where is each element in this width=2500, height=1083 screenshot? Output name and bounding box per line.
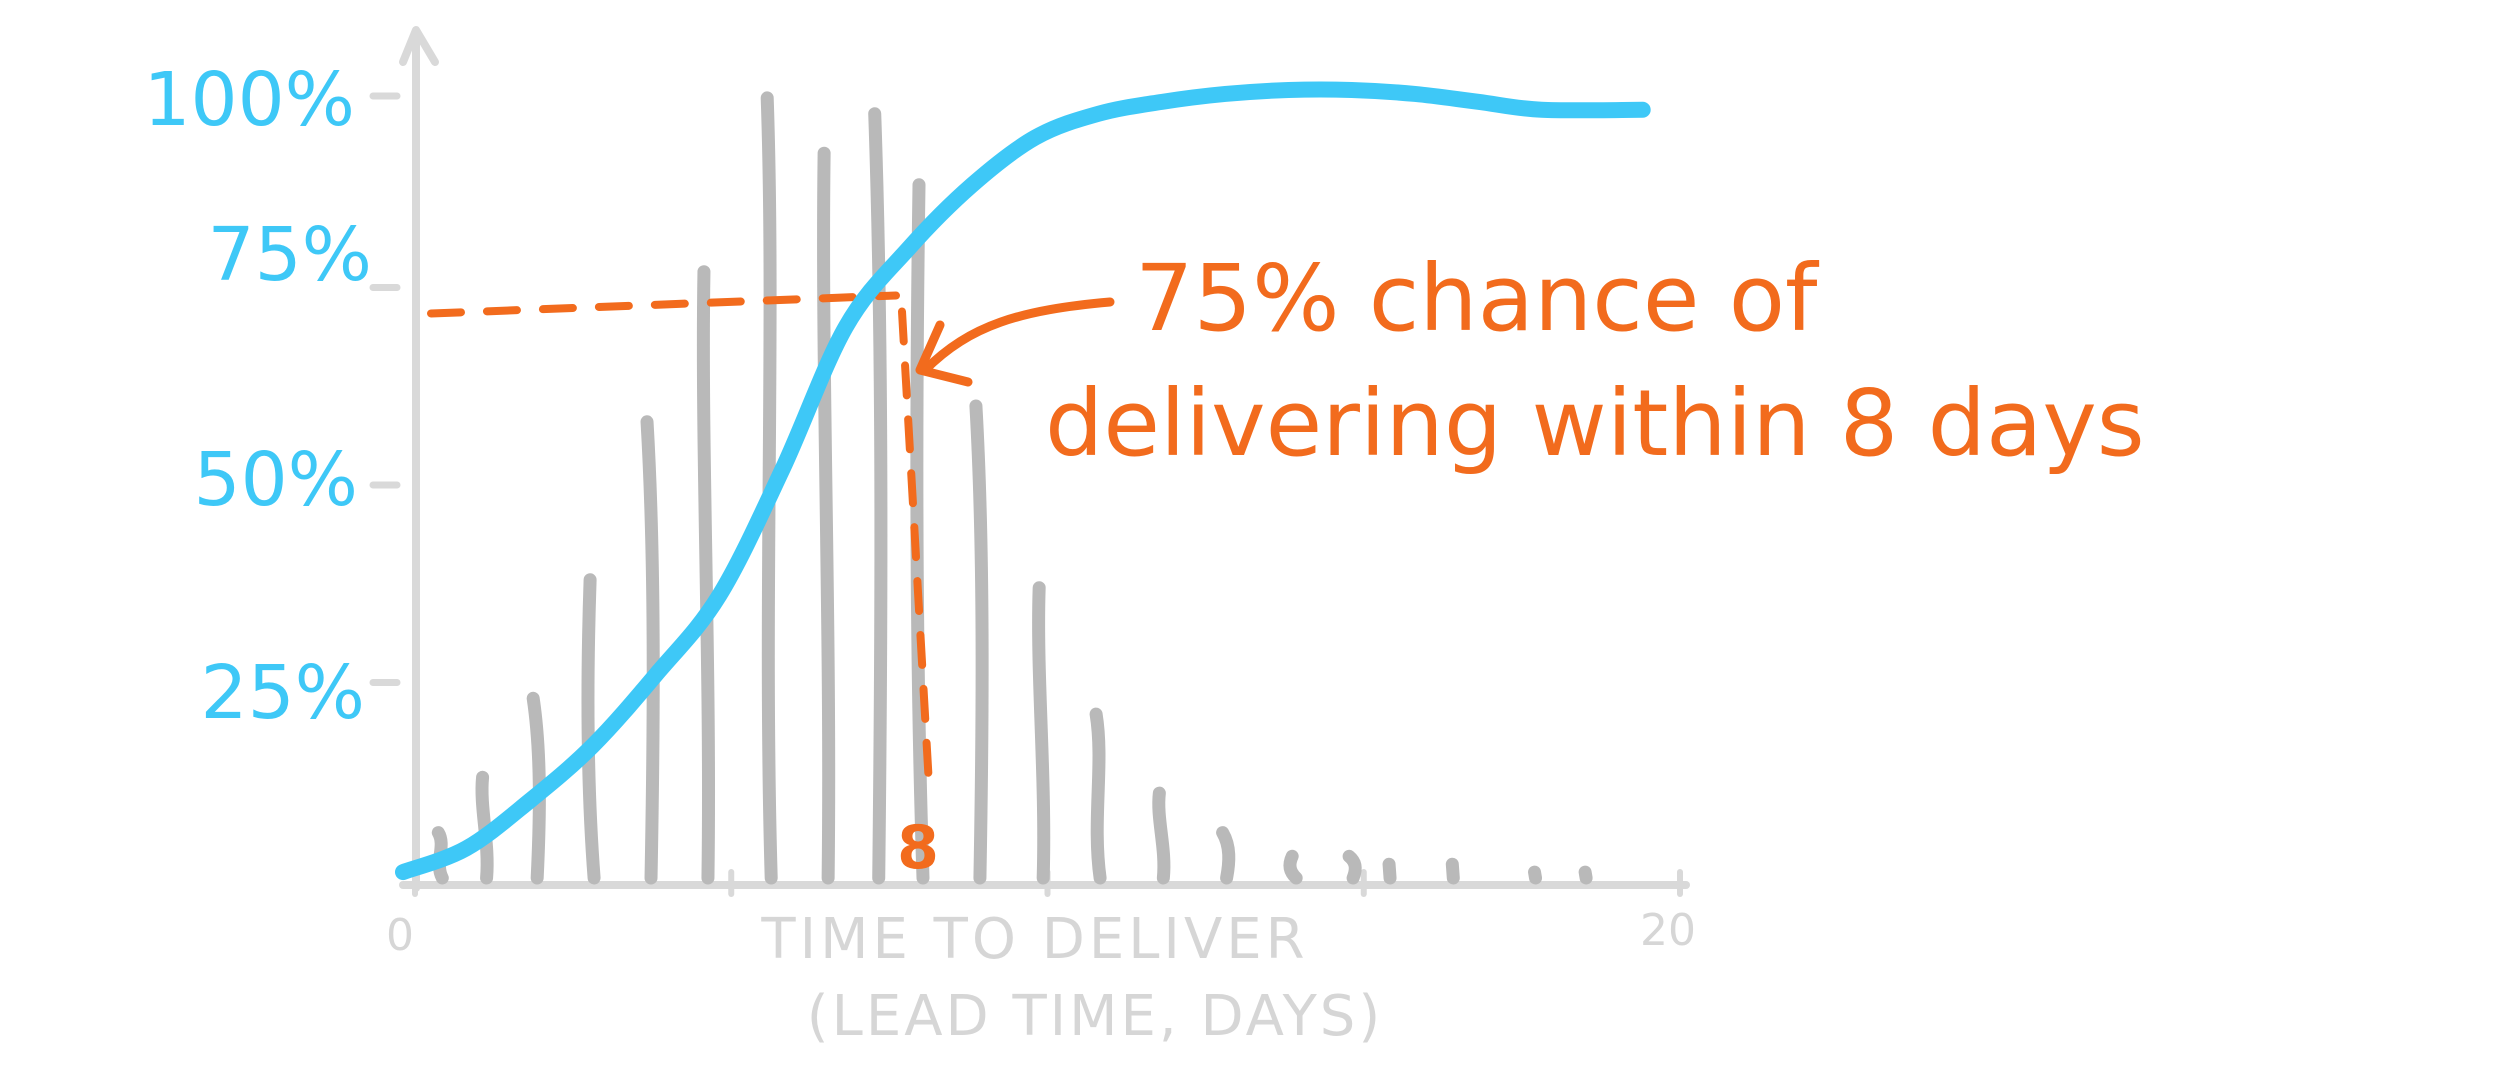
histogram-bar-8 (817, 146, 836, 885)
histogram-bar-6 (696, 265, 716, 885)
histogram-bar-12 (1032, 581, 1051, 885)
histogram-bar-7 (760, 91, 778, 885)
annotation-arrow (920, 297, 1115, 375)
x-axis-title-line1: TIME TO DELIVER (760, 907, 1308, 972)
guide-lines (427, 291, 933, 789)
histogram-bar-5 (640, 415, 660, 885)
y-tick-label-75: 75% (208, 212, 372, 298)
annotation-arrow-head (915, 320, 973, 387)
annotation-line1: 75% chance of (1135, 245, 1820, 352)
histogram-bars (431, 91, 1593, 885)
histogram-bar-4 (581, 573, 601, 885)
x-tick-label-20: 20 (1640, 905, 1696, 956)
guide-line-horizontal (427, 291, 900, 318)
guide-line-vertical (898, 307, 933, 789)
x-axis-title-line2: (LEAD TIME, DAYS) (807, 984, 1383, 1049)
y-tick-labels: 100% 75% 50% 25% (143, 57, 372, 736)
histogram-bar-15 (1216, 826, 1236, 885)
histogram-bar-14 (1152, 786, 1171, 885)
histogram-bar-13 (1089, 707, 1107, 885)
annotation-line2: delivering within 8 days (1045, 370, 2145, 477)
histogram-bar-11 (969, 399, 989, 885)
x-tick-label-0: 0 (386, 910, 414, 961)
histogram-bar-19 (1445, 857, 1460, 885)
histogram-bar-20 (1528, 865, 1543, 885)
marker-label-8: 8 (897, 813, 939, 883)
y-tick-label-100: 100% (143, 57, 355, 143)
axes (369, 26, 1690, 897)
histogram-bar-2 (475, 770, 494, 885)
histogram-bar-9 (868, 107, 888, 885)
y-axis-arrow (399, 26, 439, 66)
histogram-bar-17 (1342, 849, 1362, 885)
histogram-bar-10 (910, 178, 930, 885)
histogram-bar-18 (1382, 857, 1397, 885)
y-tick-label-25: 25% (201, 650, 365, 736)
histogram-bar-16 (1283, 849, 1303, 885)
cumulative-curve (395, 81, 1651, 881)
histogram-bar-21 (1578, 865, 1593, 885)
y-tick-label-50: 50% (194, 437, 358, 523)
